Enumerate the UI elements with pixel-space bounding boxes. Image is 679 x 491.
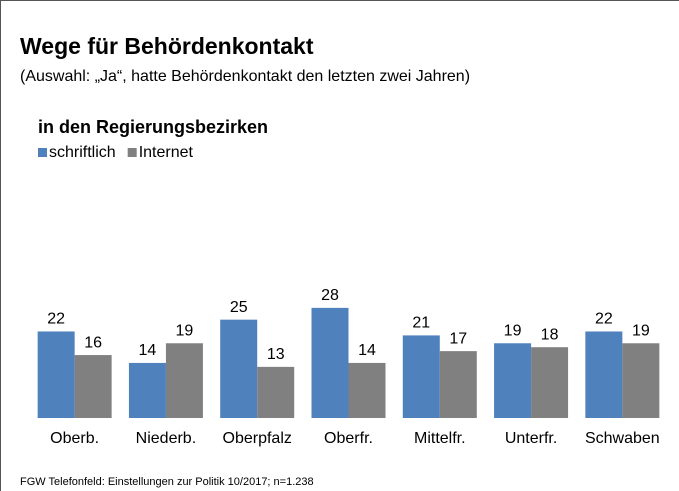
value-label: 14 [358, 342, 376, 359]
bar [494, 343, 532, 418]
value-label: 22 [47, 311, 65, 328]
bar [622, 343, 660, 418]
value-label: 19 [504, 322, 522, 339]
bar [348, 362, 386, 418]
x-tick-label: Oberb. [50, 430, 99, 447]
value-label: 28 [321, 287, 339, 304]
bar [585, 331, 623, 418]
legend-label: Internet [139, 144, 194, 161]
legend-swatch [38, 148, 47, 157]
value-label: 19 [632, 322, 650, 339]
value-label: 13 [267, 346, 285, 363]
plot-title: in den Regierungsbezirken [38, 117, 268, 137]
x-tick-label: Oberpfalz [223, 430, 292, 447]
legend-label: schriftlich [49, 144, 116, 161]
x-tick-label: Niederb. [136, 430, 196, 447]
x-tick-label: Unterfr. [505, 430, 557, 447]
source: FGW Telefonfeld: Einstellungen zur Polit… [20, 476, 314, 488]
value-label: 22 [595, 311, 613, 328]
bar [165, 343, 203, 418]
value-label: 18 [541, 326, 559, 343]
bar [37, 331, 75, 418]
bar [220, 319, 258, 418]
x-tick-label: Schwaben [585, 430, 660, 447]
bar [74, 355, 112, 418]
x-tick-label: Mittelfr. [414, 430, 466, 447]
x-tick-label: Oberfr. [324, 430, 373, 447]
legend-swatch [127, 148, 137, 157]
value-label: 14 [139, 342, 157, 359]
value-label: 21 [412, 315, 430, 332]
chart-title: Wege für Behördenkontakt [20, 33, 314, 59]
bar [257, 366, 295, 418]
bar [311, 307, 349, 418]
value-label: 17 [449, 330, 467, 347]
subtitle: (Auswahl: „Ja“, hatte Behördenkontakt de… [20, 68, 470, 85]
bar [128, 362, 166, 418]
bar [402, 335, 440, 418]
value-label: 16 [84, 334, 102, 351]
value-label: 19 [176, 322, 194, 339]
bar [439, 351, 477, 418]
value-label: 25 [230, 299, 248, 316]
bar [531, 347, 569, 418]
